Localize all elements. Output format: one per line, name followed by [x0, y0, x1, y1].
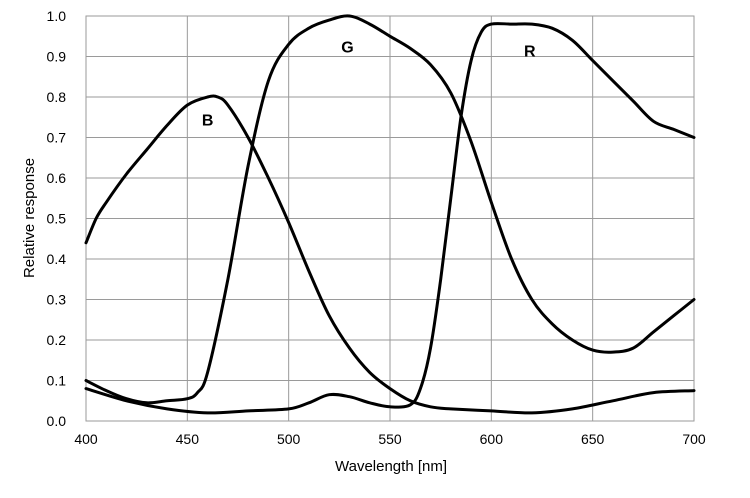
x-tick-label: 450: [176, 431, 200, 447]
y-tick-label: 0.9: [47, 49, 67, 65]
x-tick-label: 550: [378, 431, 402, 447]
y-tick-label: 0.2: [47, 332, 67, 348]
x-tick-label: 600: [480, 431, 504, 447]
tick-labels: 400 450 500 550 600 650 700 0.0 0.1 0.2 0.3 0.4 0.5 0…: [47, 8, 706, 447]
x-tick-label: 400: [74, 431, 98, 447]
y-tick-label: 0.3: [47, 292, 67, 308]
y-tick-label: 0.6: [47, 170, 67, 186]
curves: [84, 14, 696, 415]
grid: [85, 15, 695, 422]
x-tick-label: 700: [682, 431, 706, 447]
y-tick-label: 0.5: [47, 211, 67, 227]
series-label-g: G: [341, 39, 353, 56]
y-tick-label: 1.0: [47, 8, 67, 24]
series-line-r: [84, 22, 696, 415]
y-tick-label: 0.8: [47, 89, 67, 105]
plot-frame: [85, 15, 695, 422]
series-line-b: [84, 94, 696, 415]
y-tick-label: 0.1: [47, 373, 67, 389]
y-tick-label: 0.7: [47, 130, 67, 146]
y-tick-label: 0.4: [47, 251, 67, 267]
x-tick-label: 650: [581, 431, 605, 447]
series-label-b: B: [202, 112, 214, 129]
y-tick-label: 0.0: [47, 413, 67, 429]
series-label-r: R: [524, 44, 536, 61]
y-axis-label: Relative response: [21, 158, 38, 278]
x-tick-label: 500: [277, 431, 301, 447]
series-labels: B G R: [202, 39, 536, 129]
series-line-g: [84, 14, 696, 405]
x-axis-label: Wavelength [nm]: [335, 458, 447, 475]
